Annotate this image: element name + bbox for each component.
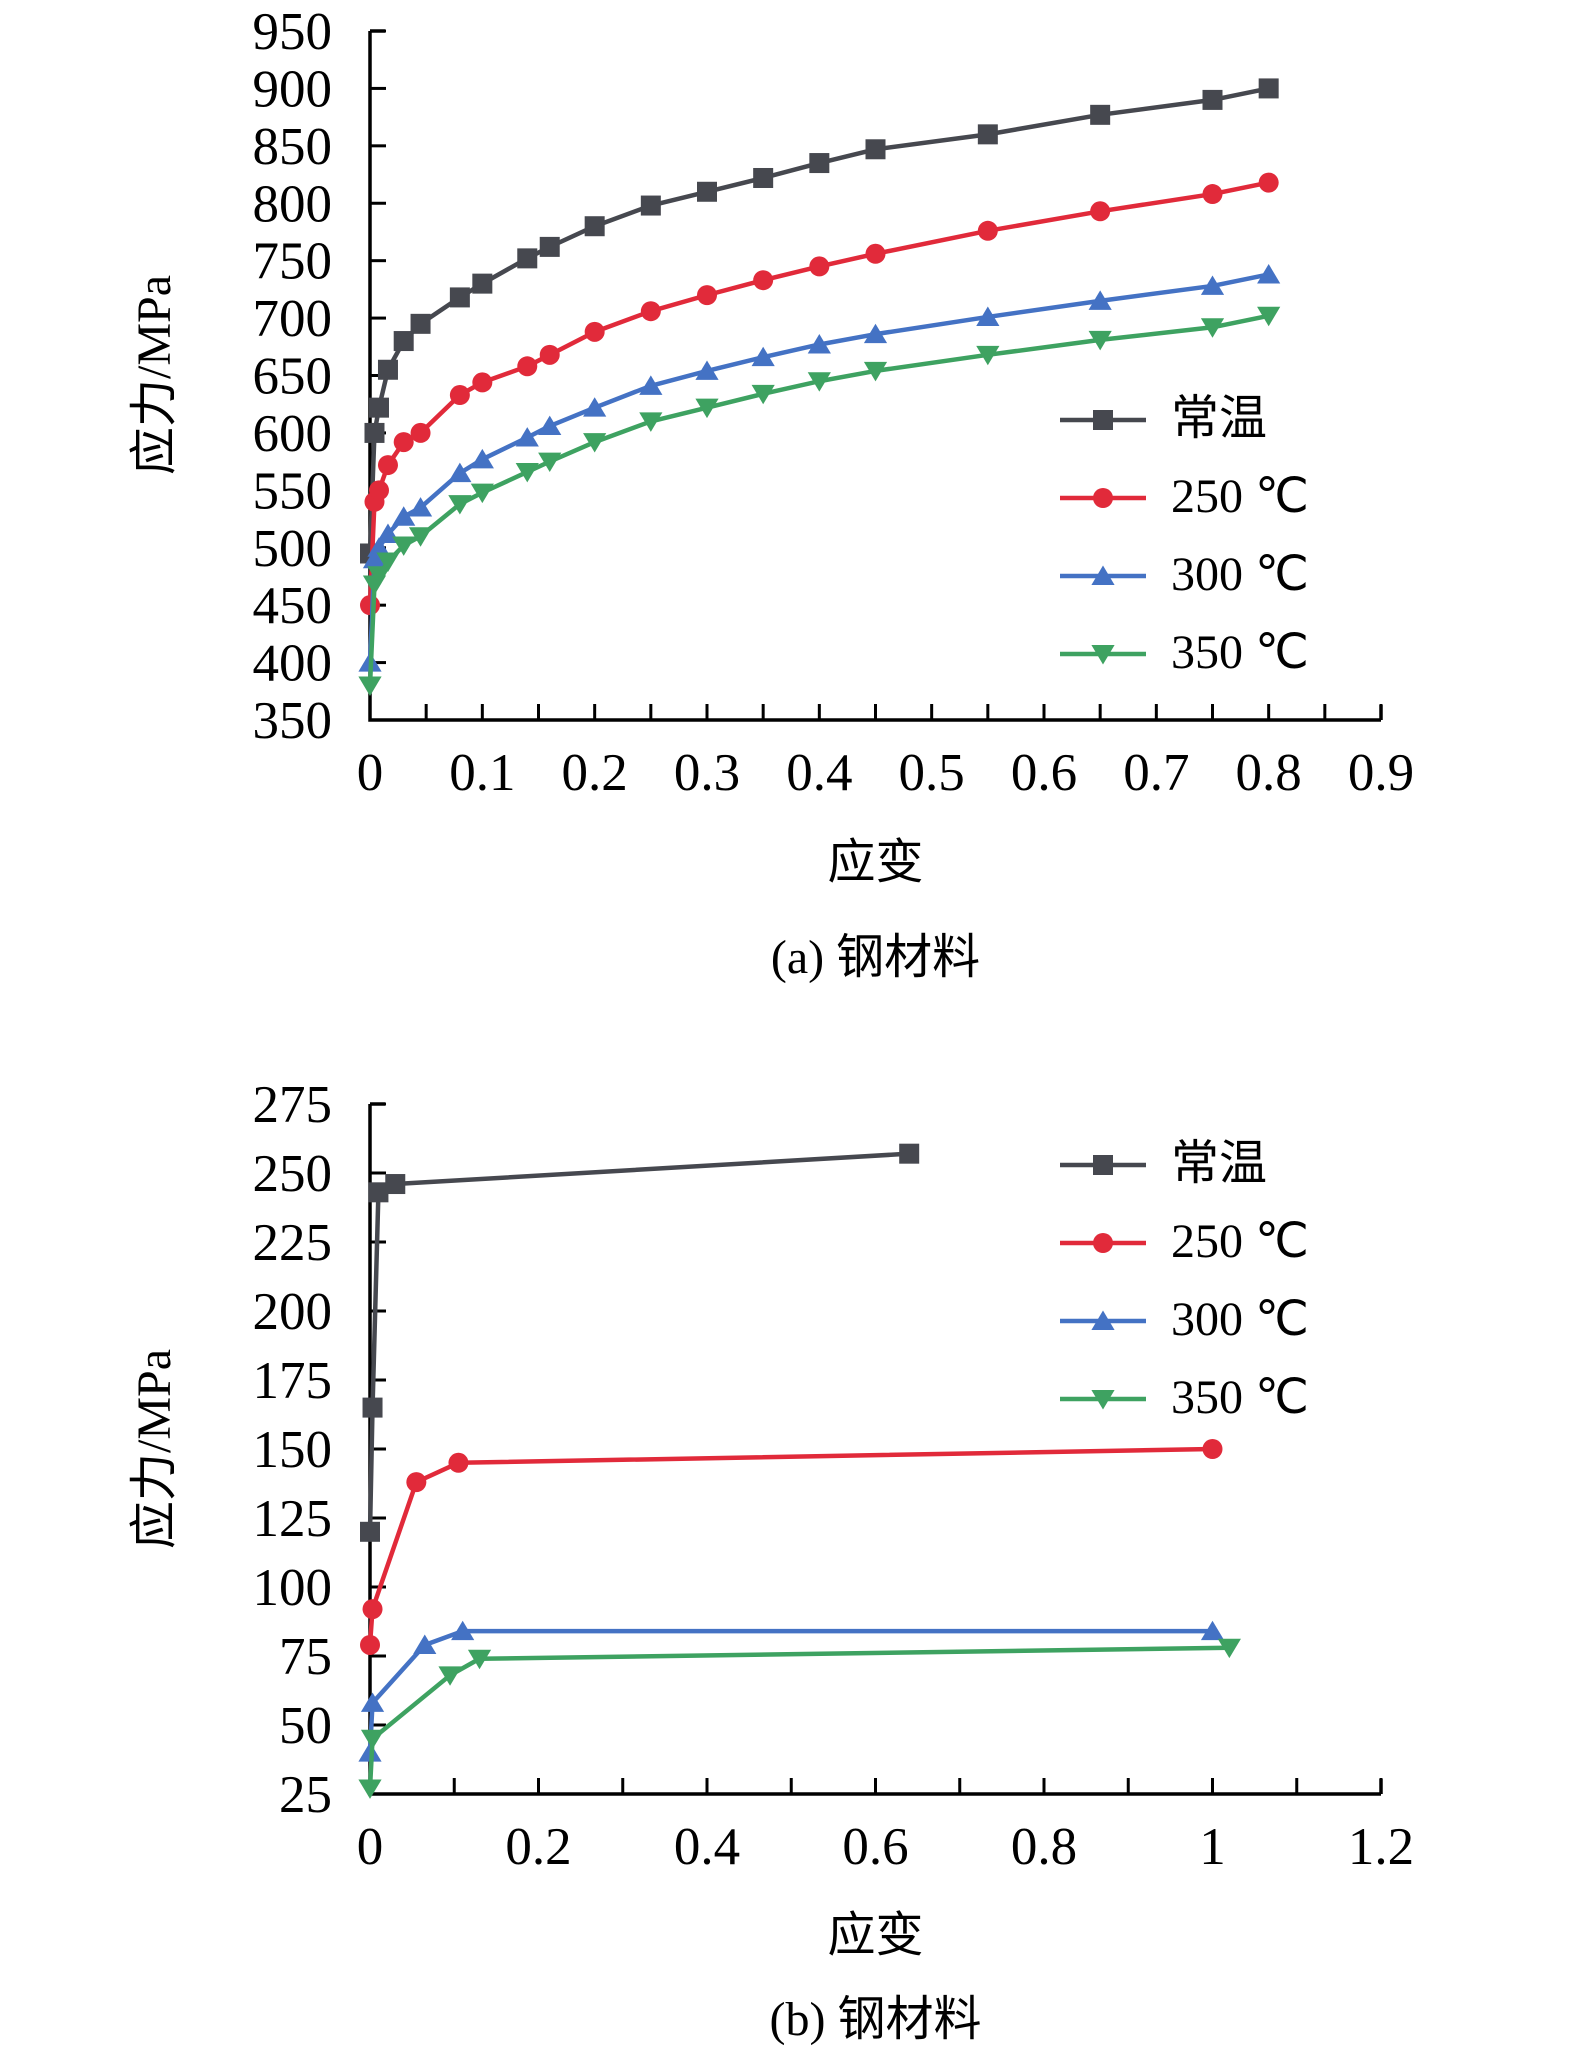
svg-text:850: 850 [253,118,333,176]
svg-text:0.2: 0.2 [562,744,628,802]
svg-text:应变: 应变 [827,836,923,889]
svg-text:0.4: 0.4 [674,1818,740,1876]
svg-text:450: 450 [253,577,333,635]
svg-text:225: 225 [253,1214,333,1272]
svg-text:应力/MPa: 应力/MPa [128,275,181,475]
svg-text:650: 650 [253,348,333,406]
svg-text:950: 950 [253,3,333,61]
svg-text:400: 400 [253,635,333,693]
svg-text:800: 800 [253,175,333,233]
svg-text:250 ℃: 250 ℃ [1171,470,1309,523]
svg-text:0.7: 0.7 [1123,744,1189,802]
svg-text:0: 0 [357,744,384,802]
svg-text:0.6: 0.6 [842,1818,908,1876]
svg-text:0.9: 0.9 [1348,744,1414,802]
svg-text:常温: 常温 [1171,392,1267,445]
svg-text:350: 350 [253,692,333,750]
svg-text:300 ℃: 300 ℃ [1171,1293,1309,1346]
svg-text:100: 100 [253,1559,333,1617]
svg-text:0.1: 0.1 [449,744,515,802]
svg-text:1.2: 1.2 [1348,1818,1414,1876]
svg-text:175: 175 [253,1352,333,1410]
svg-text:750: 750 [253,233,333,291]
svg-text:600: 600 [253,405,333,463]
svg-text:0.6: 0.6 [1011,744,1077,802]
svg-text:900: 900 [253,60,333,118]
svg-text:常温: 常温 [1171,1137,1267,1190]
svg-text:应变: 应变 [827,1909,923,1962]
svg-text:应力/MPa: 应力/MPa [128,1349,181,1549]
svg-text:350 ℃: 350 ℃ [1171,1371,1309,1424]
svg-text:(b) 钢材料: (b) 钢材料 [770,1993,982,2046]
svg-text:0.3: 0.3 [674,744,740,802]
svg-text:0: 0 [357,1818,384,1876]
svg-text:350 ℃: 350 ℃ [1171,626,1309,679]
svg-text:300 ℃: 300 ℃ [1171,548,1309,601]
svg-text:0.5: 0.5 [899,744,965,802]
svg-text:0.4: 0.4 [786,744,852,802]
svg-text:0.2: 0.2 [505,1818,571,1876]
svg-text:550: 550 [253,462,333,520]
svg-text:25: 25 [279,1766,332,1824]
svg-text:200: 200 [253,1283,333,1341]
svg-text:700: 700 [253,290,333,348]
svg-text:250: 250 [253,1145,333,1203]
svg-text:275: 275 [253,1076,333,1134]
svg-text:500: 500 [253,520,333,578]
svg-text:1: 1 [1199,1818,1226,1876]
svg-text:(a) 钢材料: (a) 钢材料 [771,931,980,984]
svg-text:75: 75 [279,1628,332,1686]
svg-text:0.8: 0.8 [1011,1818,1077,1876]
svg-text:150: 150 [253,1421,333,1479]
svg-text:250 ℃: 250 ℃ [1171,1215,1309,1268]
svg-text:50: 50 [279,1697,332,1755]
svg-text:0.8: 0.8 [1236,744,1302,802]
svg-text:125: 125 [253,1490,333,1548]
